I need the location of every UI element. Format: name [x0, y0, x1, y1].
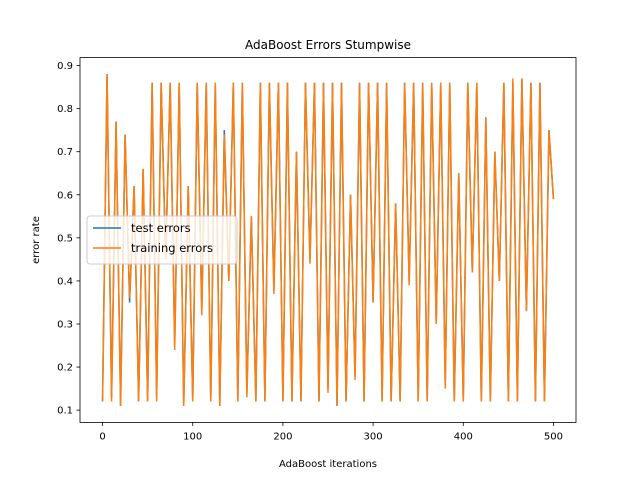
y-tick-label: 0.7: [57, 147, 73, 158]
legend-label: test errors: [131, 221, 191, 235]
y-tick-label: 0.4: [57, 276, 73, 287]
y-tick-label: 0.9: [57, 61, 73, 72]
x-tick-label: 500: [544, 431, 563, 442]
y-tick-label: 0.2: [57, 363, 73, 374]
x-tick-label: 0: [99, 431, 105, 442]
y-tick-label: 0.3: [57, 319, 73, 330]
line-series: [101, 74, 555, 406]
y-axis-label: error rate: [31, 216, 42, 264]
axes-frame: [79, 57, 577, 423]
y-tick-label: 0.5: [57, 233, 73, 244]
legend-box: [86, 215, 238, 265]
x-tick-label: 300: [364, 431, 383, 442]
x-axis-label: AdaBoost iterations: [279, 459, 377, 470]
legend-label: training errors: [131, 241, 213, 255]
x-tick-label: 100: [183, 431, 202, 442]
chart-title: AdaBoost Errors Stumpwise: [245, 38, 411, 52]
x-tick-label: 400: [454, 431, 473, 442]
y-tick-label: 0.8: [57, 104, 73, 115]
legend: test errors training errors: [86, 215, 238, 265]
y-tick-label: 0.1: [57, 406, 73, 417]
y-tick-label: 0.6: [57, 190, 73, 201]
x-tick-label: 200: [273, 431, 292, 442]
